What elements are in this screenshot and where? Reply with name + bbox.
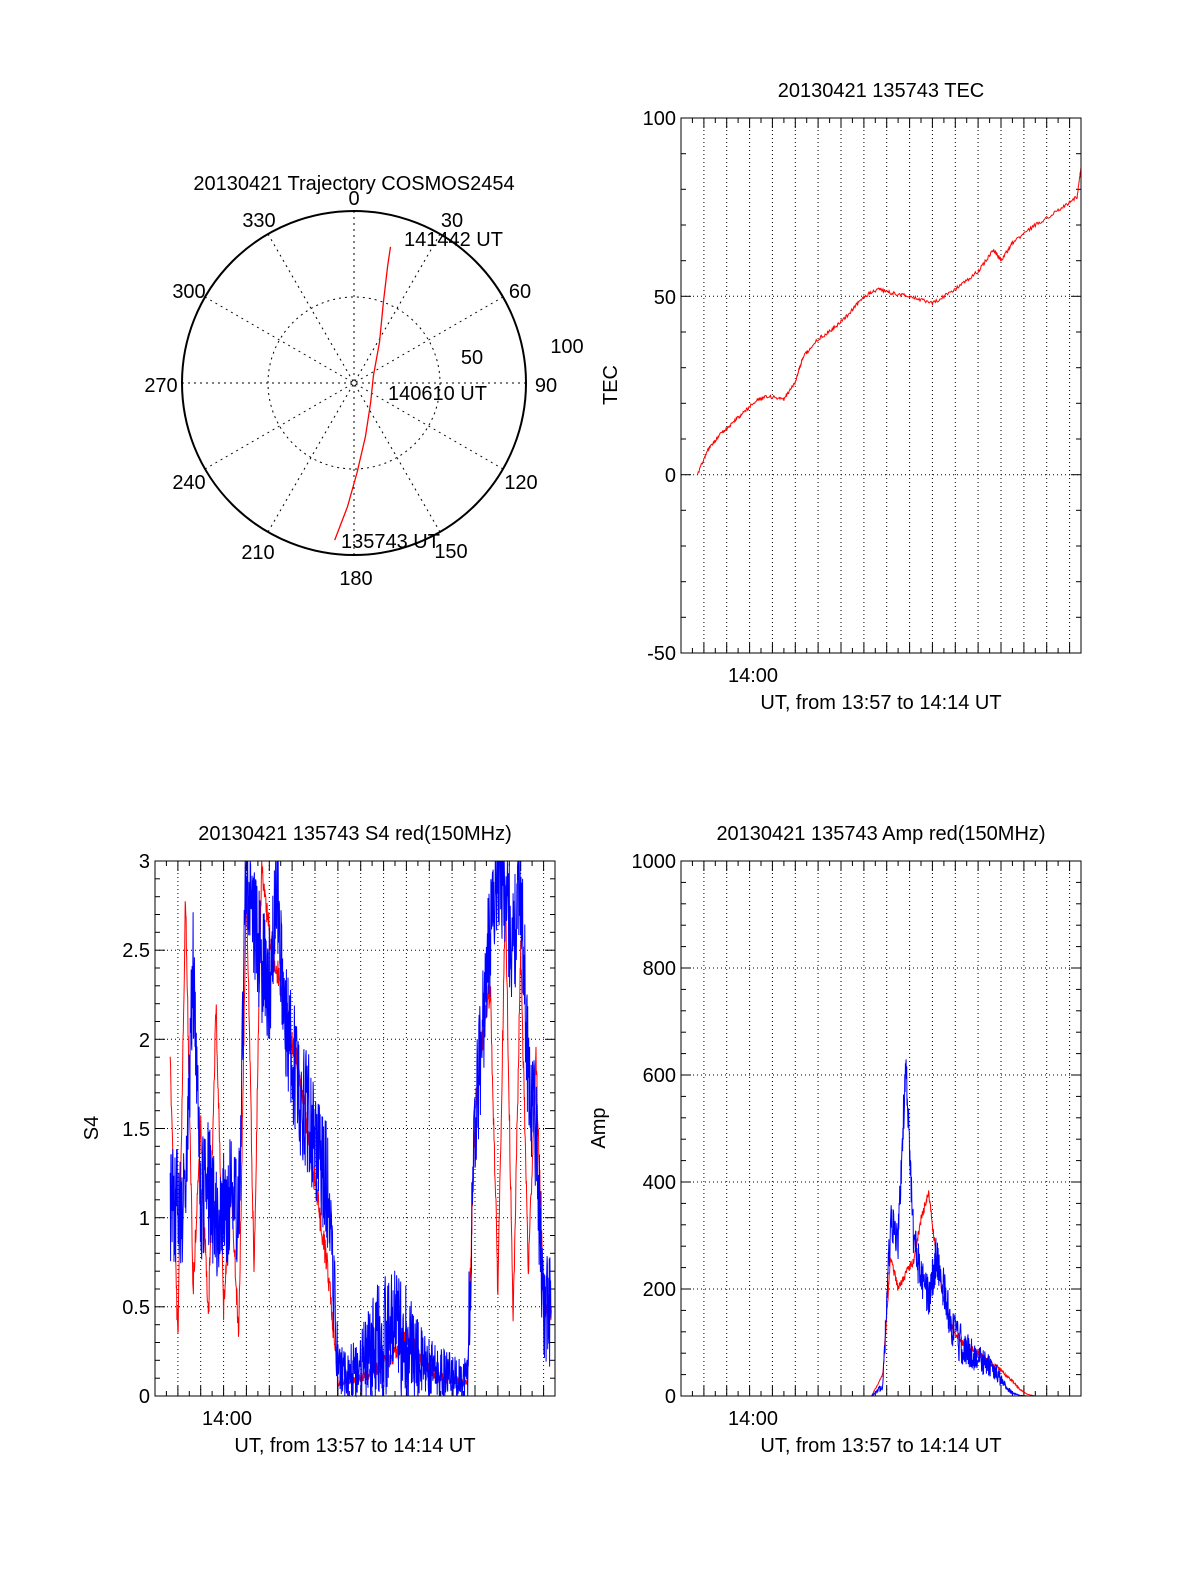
amp-x-axis-label: UT, from 13:57 to 14:14 UT bbox=[760, 1435, 1001, 1457]
y-tick-label: 0 bbox=[665, 465, 676, 487]
s4-grid bbox=[155, 860, 555, 1397]
azimuth-label: 30 bbox=[441, 210, 463, 232]
x-tick-label: 14:00 bbox=[202, 1408, 252, 1430]
tec-title: 20130421 135743 TEC bbox=[778, 80, 984, 102]
amp-y-axis-label: Amp bbox=[588, 1107, 610, 1148]
s4-plot-frame bbox=[154, 860, 556, 1397]
azimuth-label: 0 bbox=[348, 188, 359, 210]
tec-series bbox=[696, 167, 1082, 475]
trajectory-end-label: 141442 UT bbox=[404, 229, 503, 251]
y-tick-label: 2.5 bbox=[122, 940, 150, 962]
azimuth-label: 150 bbox=[434, 541, 467, 563]
x-tick-label: 14:00 bbox=[728, 1408, 778, 1430]
y-tick-label: 200 bbox=[643, 1279, 676, 1301]
y-tick-label: 800 bbox=[643, 958, 676, 980]
tec-y-tick-labels: 100 50 0 -50 bbox=[643, 108, 676, 665]
amp-plot-frame bbox=[680, 860, 1082, 1397]
tec-y-axis-label: TEC bbox=[600, 365, 622, 405]
y-tick-label: 1 bbox=[139, 1208, 150, 1230]
azimuth-label: 240 bbox=[172, 472, 205, 494]
amp-grid bbox=[681, 860, 1081, 1397]
y-tick-label: 1.5 bbox=[122, 1119, 150, 1141]
amp-y-tick-labels: 1000 800 600 400 200 0 bbox=[632, 851, 677, 1408]
y-tick-label: 2 bbox=[139, 1030, 150, 1052]
azimuth-label: 270 bbox=[144, 375, 177, 397]
s4-panel: 20130421 135743 S4 red(150MHz) 3 2.5 2 1… bbox=[81, 823, 556, 1457]
azimuth-label: 180 bbox=[339, 568, 372, 590]
polar-title: 20130421 Trajectory COSMOS2454 bbox=[193, 173, 514, 195]
y-tick-label: 600 bbox=[643, 1065, 676, 1087]
azimuth-label: 300 bbox=[172, 281, 205, 303]
s4-y-axis-label: S4 bbox=[81, 1116, 103, 1140]
amp-series bbox=[696, 1059, 1078, 1397]
y-tick-label: -50 bbox=[647, 643, 676, 665]
radial-label: 50 bbox=[461, 347, 483, 369]
tec-x-axis-label: UT, from 13:57 to 14:14 UT bbox=[760, 692, 1001, 714]
series-line bbox=[696, 167, 1082, 475]
radial-label: 100 bbox=[550, 336, 583, 358]
tec-ticks bbox=[681, 117, 1082, 654]
s4-title: 20130421 135743 S4 red(150MHz) bbox=[198, 823, 512, 845]
azimuth-label: 60 bbox=[509, 281, 531, 303]
amp-panel: 20130421 135743 Amp red(150MHz) 1000 800… bbox=[588, 823, 1082, 1457]
y-tick-label: 400 bbox=[643, 1172, 676, 1194]
azimuth-label: 330 bbox=[242, 210, 275, 232]
azimuth-label: 120 bbox=[504, 472, 537, 494]
y-tick-label: 0 bbox=[139, 1386, 150, 1408]
y-tick-label: 1000 bbox=[632, 851, 677, 873]
tec-panel: 20130421 135743 TEC 100 50 0 -50 14:00 U… bbox=[600, 80, 1082, 714]
y-tick-label: 50 bbox=[654, 287, 676, 309]
y-tick-label: 0 bbox=[665, 1386, 676, 1408]
amp-ticks bbox=[681, 860, 1082, 1397]
y-tick-label: 3 bbox=[139, 851, 150, 873]
polar-azimuth-labels: 0 30 60 90 120 150 180 210 240 270 300 3… bbox=[144, 188, 557, 590]
series-line bbox=[696, 1059, 1078, 1397]
trajectory-start-label: 135743 UT bbox=[341, 531, 440, 553]
azimuth-label: 210 bbox=[241, 542, 274, 564]
trajectory-mid-label: 140610 UT bbox=[388, 383, 487, 405]
polar-trajectory-panel: 20130421 Trajectory COSMOS2454 0 30 60 9… bbox=[144, 173, 583, 590]
s4-x-axis-label: UT, from 13:57 to 14:14 UT bbox=[234, 1435, 475, 1457]
tec-grid bbox=[681, 117, 1081, 654]
s4-y-tick-labels: 3 2.5 2 1.5 1 0.5 0 bbox=[122, 851, 150, 1408]
amp-title: 20130421 135743 Amp red(150MHz) bbox=[716, 823, 1045, 845]
polar-series bbox=[334, 246, 392, 541]
trajectory-line bbox=[334, 246, 392, 541]
azimuth-label: 90 bbox=[535, 375, 557, 397]
y-tick-label: 100 bbox=[643, 108, 676, 130]
x-tick-label: 14:00 bbox=[728, 665, 778, 687]
series-line bbox=[169, 860, 552, 1398]
s4-series bbox=[169, 860, 552, 1398]
y-tick-label: 0.5 bbox=[122, 1297, 150, 1319]
tec-plot-frame bbox=[680, 117, 1082, 654]
